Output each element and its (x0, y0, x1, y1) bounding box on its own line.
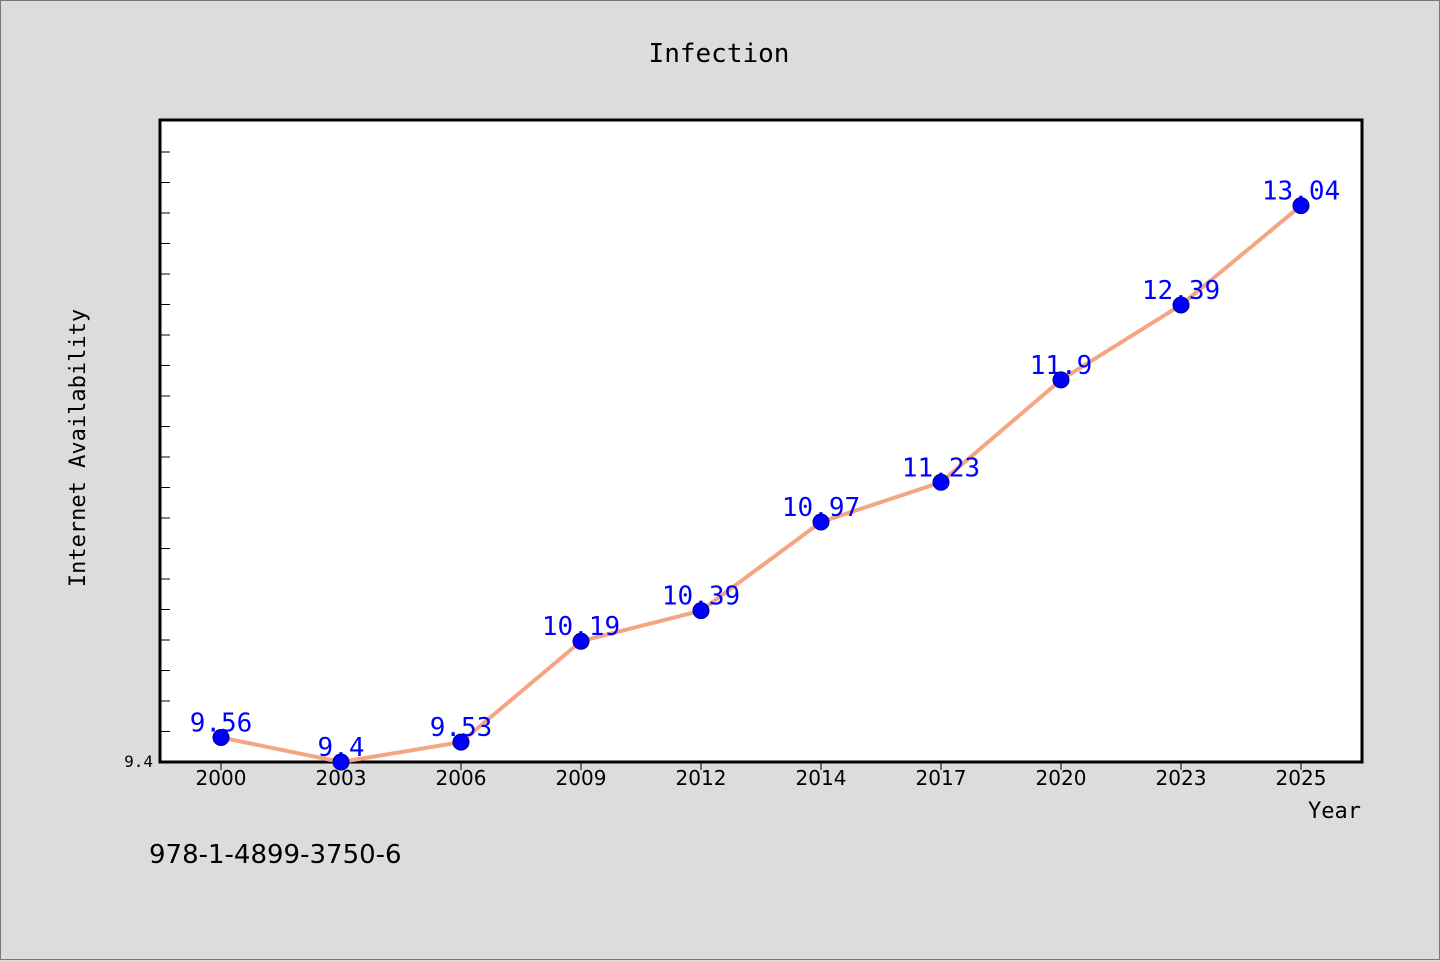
data-label: 9.53 (430, 713, 493, 743)
series-line (220, 204, 1303, 764)
data-point (1172, 296, 1190, 314)
x-axis-ticks: 2000 2003 2006 2009 2012 2014 2017 2020 2023 2025 (196, 762, 1327, 790)
x-tick-label: 2017 (916, 766, 967, 790)
data-label: 12.39 (1142, 276, 1220, 306)
plot-area (158, 118, 1364, 764)
x-tick-label: 2025 (1276, 766, 1327, 790)
data-point (932, 473, 950, 491)
x-axis-label: Year (1308, 799, 1361, 824)
chart-title: Infection (649, 39, 790, 69)
y-tick-label: 9.4 (124, 752, 153, 771)
data-label: 9.4 (318, 733, 365, 763)
data-label: 10.39 (662, 582, 740, 612)
data-point (572, 632, 590, 650)
data-label: 13.04 (1262, 177, 1340, 207)
y-axis-minor-ticks (160, 151, 170, 732)
x-tick-label: 2012 (676, 766, 727, 790)
data-point (452, 733, 470, 751)
data-point (1052, 371, 1070, 389)
y-axis-label: Internet Availability (66, 309, 91, 587)
isbn-text: 978-1-4899-3750-6 (149, 840, 402, 870)
x-tick-label: 2006 (436, 766, 487, 790)
data-point (1292, 197, 1310, 215)
x-tick-label: 2020 (1036, 766, 1087, 790)
series-markers (212, 197, 1310, 771)
data-point (812, 513, 830, 531)
data-label: 9.56 (190, 709, 253, 739)
data-point (212, 729, 230, 747)
data-point (332, 753, 350, 771)
x-tick-label: 2009 (556, 766, 607, 790)
data-labels: 9.56 9.4 9.53 10.19 10.39 10.97 11.23 11.9 12.39… (190, 177, 1340, 763)
x-tick-label: 2000 (196, 766, 247, 790)
x-tick-label: 2014 (796, 766, 847, 790)
x-tick-label: 2023 (1156, 766, 1207, 790)
data-label: 10.19 (542, 612, 620, 642)
data-label: 11.23 (902, 453, 980, 483)
data-label: 10.97 (782, 493, 860, 523)
data-point (692, 602, 710, 620)
data-label: 11.9 (1030, 351, 1093, 381)
